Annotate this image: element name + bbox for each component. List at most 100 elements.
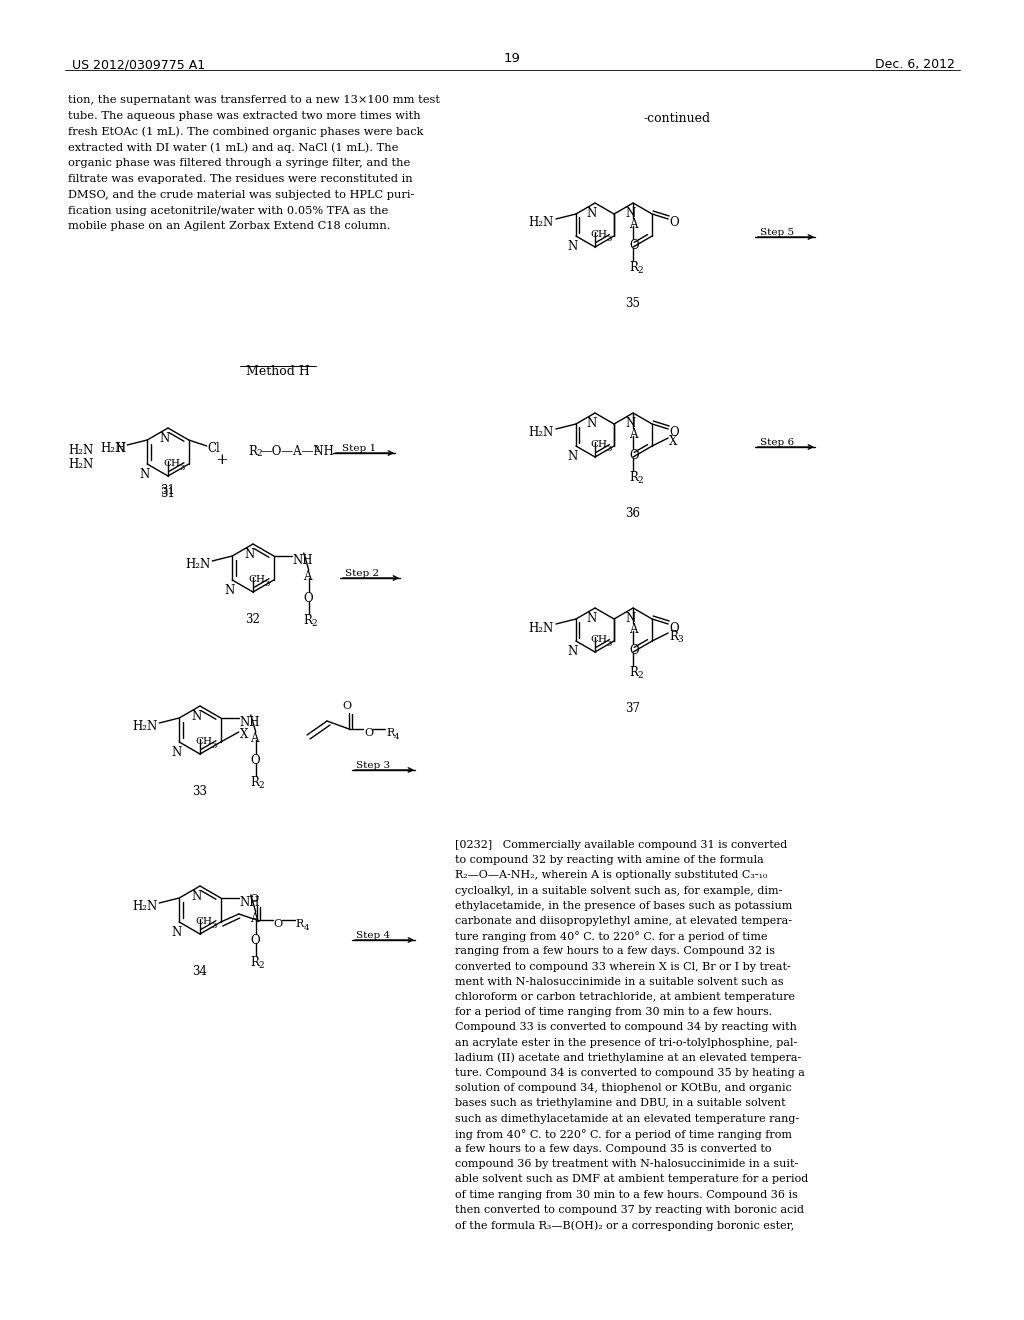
Text: 3: 3 bbox=[606, 445, 611, 453]
Text: ranging from a few hours to a few days. Compound 32 is: ranging from a few hours to a few days. … bbox=[455, 946, 775, 957]
Text: [0232]   Commercially available compound 31 is converted: [0232] Commercially available compound 3… bbox=[455, 840, 787, 850]
Text: O: O bbox=[669, 426, 679, 440]
Text: A: A bbox=[250, 912, 258, 925]
Text: CH: CH bbox=[195, 917, 212, 927]
Text: 3: 3 bbox=[179, 465, 184, 473]
Text: 31: 31 bbox=[161, 487, 175, 500]
Text: Step 5: Step 5 bbox=[760, 228, 795, 238]
Text: cycloalkyl, in a suitable solvent such as, for example, dim-: cycloalkyl, in a suitable solvent such a… bbox=[455, 886, 782, 895]
Text: then converted to compound 37 by reacting with boronic acid: then converted to compound 37 by reactin… bbox=[455, 1205, 804, 1214]
Text: fication using acetonitrile/water with 0.05% TFA as the: fication using acetonitrile/water with 0… bbox=[68, 206, 388, 215]
Text: Method H: Method H bbox=[246, 366, 310, 378]
Text: mobile phase on an Agilent Zorbax Extend C18 column.: mobile phase on an Agilent Zorbax Extend… bbox=[68, 222, 390, 231]
Text: O: O bbox=[669, 216, 679, 230]
Text: a few hours to a few days. Compound 35 is converted to: a few hours to a few days. Compound 35 i… bbox=[455, 1144, 771, 1154]
Text: DMSO, and the crude material was subjected to HPLC puri-: DMSO, and the crude material was subject… bbox=[68, 190, 415, 199]
Text: N: N bbox=[568, 645, 579, 657]
Text: ing from 40° C. to 220° C. for a period of time ranging from: ing from 40° C. to 220° C. for a period … bbox=[455, 1129, 792, 1139]
Text: A: A bbox=[303, 570, 311, 583]
Text: Step 1: Step 1 bbox=[342, 444, 376, 453]
Text: Cl: Cl bbox=[208, 441, 220, 454]
Text: N: N bbox=[587, 207, 597, 220]
Text: tion, the supernatant was transferred to a new 13×100 mm test: tion, the supernatant was transferred to… bbox=[68, 95, 440, 106]
Text: 35: 35 bbox=[626, 297, 641, 310]
Text: A: A bbox=[250, 733, 258, 744]
Text: such as dimethylacetamide at an elevated temperature rang-: such as dimethylacetamide at an elevated… bbox=[455, 1114, 799, 1123]
Text: Dec. 6, 2012: Dec. 6, 2012 bbox=[876, 58, 955, 71]
Text: NH: NH bbox=[293, 553, 313, 566]
Text: CH: CH bbox=[590, 230, 607, 239]
Text: 2: 2 bbox=[637, 477, 643, 484]
Text: 2: 2 bbox=[256, 449, 261, 458]
Text: O: O bbox=[629, 239, 639, 252]
Text: 3: 3 bbox=[606, 640, 611, 648]
Text: R: R bbox=[386, 729, 394, 738]
Text: O: O bbox=[251, 935, 260, 946]
Text: 32: 32 bbox=[246, 612, 260, 626]
Text: Step 4: Step 4 bbox=[356, 931, 390, 940]
Text: for a period of time ranging from 30 min to a few hours.: for a period of time ranging from 30 min… bbox=[455, 1007, 772, 1018]
Text: H₂N: H₂N bbox=[68, 444, 93, 457]
Text: R: R bbox=[669, 630, 678, 643]
Text: an acrylate ester in the presence of tri-o-tolylphosphine, pal-: an acrylate ester in the presence of tri… bbox=[455, 1038, 798, 1048]
Text: N: N bbox=[191, 890, 202, 903]
Text: R: R bbox=[251, 956, 260, 969]
Text: O: O bbox=[251, 754, 260, 767]
Text: organic phase was filtered through a syringe filter, and the: organic phase was filtered through a syr… bbox=[68, 158, 411, 168]
Text: US 2012/0309775 A1: US 2012/0309775 A1 bbox=[72, 58, 205, 71]
Text: converted to compound 33 wherein X is Cl, Br or I by treat-: converted to compound 33 wherein X is Cl… bbox=[455, 961, 791, 972]
Text: 31: 31 bbox=[161, 484, 175, 498]
Text: H₂N: H₂N bbox=[132, 721, 158, 734]
Text: A: A bbox=[629, 428, 638, 441]
Text: X: X bbox=[669, 436, 678, 447]
Text: H₂N: H₂N bbox=[68, 458, 93, 471]
Text: 3: 3 bbox=[264, 579, 269, 587]
Text: ladium (II) acetate and triethylamine at an elevated tempera-: ladium (II) acetate and triethylamine at… bbox=[455, 1053, 801, 1064]
Text: 33: 33 bbox=[193, 785, 208, 799]
Text: to compound 32 by reacting with amine of the formula: to compound 32 by reacting with amine of… bbox=[455, 855, 764, 865]
Text: H₂N: H₂N bbox=[528, 216, 554, 230]
Text: 2: 2 bbox=[637, 671, 643, 680]
Text: CH: CH bbox=[248, 576, 265, 583]
Text: 37: 37 bbox=[626, 702, 641, 715]
Text: X: X bbox=[240, 729, 248, 741]
Text: CH: CH bbox=[195, 737, 212, 746]
Text: tube. The aqueous phase was extracted two more times with: tube. The aqueous phase was extracted tw… bbox=[68, 111, 421, 121]
Text: O: O bbox=[629, 449, 639, 462]
Text: O: O bbox=[249, 894, 258, 904]
Text: O: O bbox=[273, 919, 283, 929]
Text: N: N bbox=[587, 417, 597, 430]
Text: N: N bbox=[587, 612, 597, 624]
Text: N: N bbox=[139, 469, 150, 480]
Text: CH: CH bbox=[163, 459, 180, 469]
Text: N: N bbox=[245, 548, 255, 561]
Text: 4: 4 bbox=[304, 924, 309, 932]
Text: O: O bbox=[342, 701, 351, 711]
Text: N: N bbox=[160, 432, 170, 445]
Text: R: R bbox=[251, 776, 260, 789]
Text: 2: 2 bbox=[313, 445, 318, 454]
Text: H₂N: H₂N bbox=[528, 426, 554, 440]
Text: filtrate was evaporated. The residues were reconstituted in: filtrate was evaporated. The residues we… bbox=[68, 174, 413, 183]
Text: N: N bbox=[191, 710, 202, 723]
Text: A: A bbox=[629, 623, 638, 636]
Text: R: R bbox=[629, 471, 638, 484]
Text: H₂N: H₂N bbox=[528, 622, 554, 635]
Text: 2: 2 bbox=[637, 267, 643, 275]
Text: R₂—O—A-NH₂, wherein A is optionally substituted C₃-₁₀: R₂—O—A-NH₂, wherein A is optionally subs… bbox=[455, 870, 767, 880]
Text: able solvent such as DMF at ambient temperature for a period: able solvent such as DMF at ambient temp… bbox=[455, 1175, 808, 1184]
Text: ture ranging from 40° C. to 220° C. for a period of time: ture ranging from 40° C. to 220° C. for … bbox=[455, 931, 768, 942]
Text: 34: 34 bbox=[193, 965, 208, 978]
Text: 2: 2 bbox=[259, 961, 264, 970]
Text: 2: 2 bbox=[311, 619, 317, 628]
Text: Compound 33 is converted to compound 34 by reacting with: Compound 33 is converted to compound 34 … bbox=[455, 1023, 797, 1032]
Text: ment with N-halosuccinimide in a suitable solvent such as: ment with N-halosuccinimide in a suitabl… bbox=[455, 977, 783, 987]
Text: N: N bbox=[171, 746, 181, 759]
Text: ethylacetamide, in the presence of bases such as potassium: ethylacetamide, in the presence of bases… bbox=[455, 900, 793, 911]
Text: N: N bbox=[625, 612, 635, 624]
Text: Step 3: Step 3 bbox=[356, 762, 390, 770]
Text: -continued: -continued bbox=[643, 112, 710, 125]
Text: ture. Compound 34 is converted to compound 35 by heating a: ture. Compound 34 is converted to compou… bbox=[455, 1068, 805, 1078]
Text: 3: 3 bbox=[677, 635, 683, 644]
Text: Step 2: Step 2 bbox=[345, 569, 379, 578]
